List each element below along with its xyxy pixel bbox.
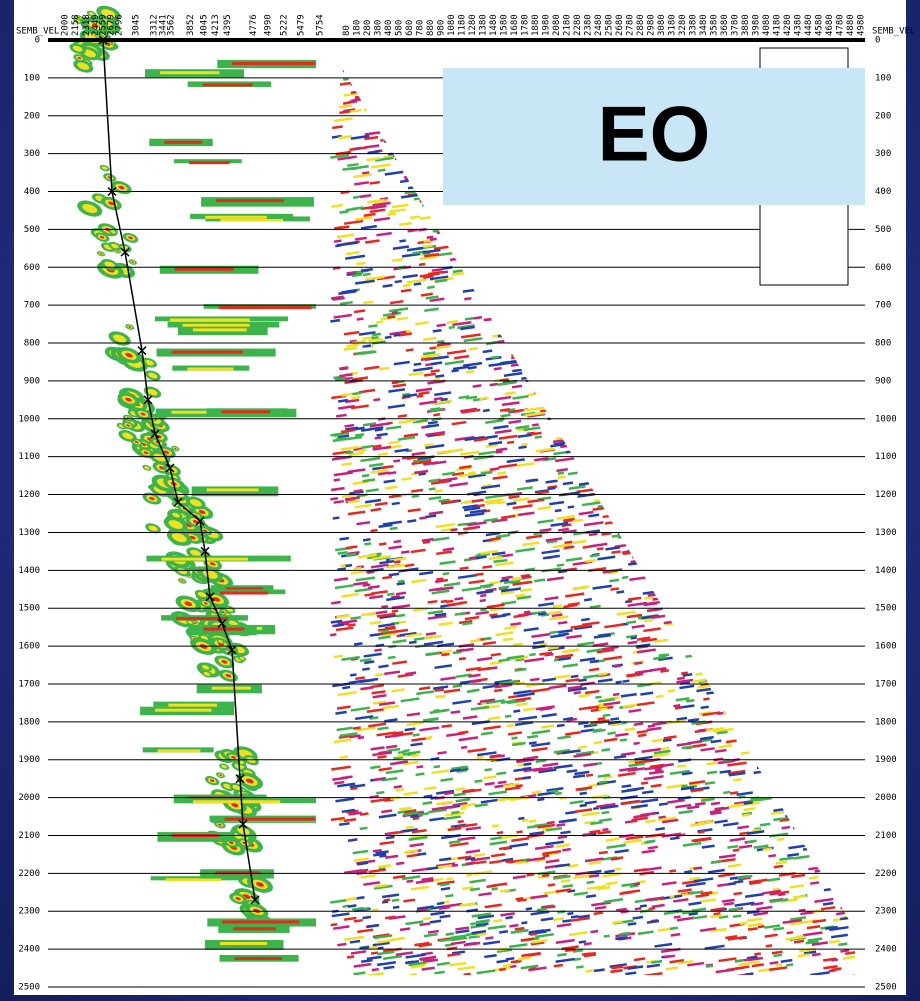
time-label: 1500 bbox=[875, 604, 897, 614]
time-label: 2000 bbox=[875, 793, 897, 803]
time-label: 1700 bbox=[875, 679, 897, 689]
semblance-band bbox=[219, 306, 312, 309]
semblance-band bbox=[234, 957, 281, 960]
semblance-band bbox=[205, 216, 267, 219]
semblance-band bbox=[222, 410, 270, 413]
time-label: 800 bbox=[24, 339, 40, 349]
time-label: 1700 bbox=[18, 679, 40, 689]
time-label: 600 bbox=[875, 263, 891, 273]
time-label: 500 bbox=[875, 225, 891, 235]
time-label: 600 bbox=[24, 263, 40, 273]
time-label: 200 bbox=[24, 111, 40, 121]
time-label: 1600 bbox=[875, 642, 897, 652]
time-label: 1000 bbox=[875, 414, 897, 424]
time-label: 0 bbox=[35, 36, 40, 46]
semblance-band bbox=[232, 62, 315, 65]
time-label: 1200 bbox=[875, 490, 897, 500]
semblance-band bbox=[166, 878, 221, 881]
time-label: 1900 bbox=[18, 755, 40, 765]
semblance-band bbox=[193, 800, 280, 803]
time-label: 1600 bbox=[18, 642, 40, 652]
semblance-band bbox=[233, 927, 276, 930]
time-label: 1300 bbox=[18, 528, 40, 538]
page: 0 0 100 100 200 200 300 300 400 400 500 500 600 600 70… bbox=[0, 0, 920, 1001]
time-label: 1400 bbox=[18, 566, 40, 576]
time-label: 300 bbox=[24, 149, 40, 159]
semblance-band bbox=[225, 818, 315, 821]
semblance-band bbox=[155, 709, 211, 712]
semblance-band bbox=[220, 942, 267, 945]
time-label: 900 bbox=[24, 376, 40, 386]
time-label: 2000 bbox=[18, 793, 40, 803]
time-label: 0 bbox=[875, 36, 880, 46]
time-label: 1000 bbox=[18, 414, 40, 424]
time-label: 400 bbox=[875, 187, 891, 197]
screen: 0 0 100 100 200 200 300 300 400 400 500 500 600 600 70… bbox=[0, 0, 920, 1001]
time-label: 100 bbox=[24, 73, 40, 83]
time-label: 100 bbox=[875, 73, 891, 83]
time-label: 1100 bbox=[875, 452, 897, 462]
time-label: 800 bbox=[875, 339, 891, 349]
time-label: 1500 bbox=[18, 604, 40, 614]
semblance-band bbox=[172, 351, 243, 354]
time-label: 1100 bbox=[18, 452, 40, 462]
semblance-band bbox=[183, 324, 250, 327]
semblance-band bbox=[212, 687, 251, 690]
semblance-band bbox=[193, 328, 247, 331]
semblance-band bbox=[168, 704, 217, 707]
semblance-band bbox=[220, 592, 268, 595]
semblance-band bbox=[207, 488, 259, 491]
time-label: 500 bbox=[24, 225, 40, 235]
semblance-band bbox=[170, 318, 250, 321]
time-label: 700 bbox=[875, 301, 891, 311]
semblance-band bbox=[189, 161, 230, 164]
semblance-band bbox=[162, 558, 249, 561]
time-label: 1900 bbox=[875, 755, 897, 765]
semblance-band bbox=[187, 367, 233, 370]
semblance-band bbox=[222, 920, 299, 923]
semblance-band bbox=[158, 749, 201, 752]
time-label: 1800 bbox=[18, 717, 40, 727]
time-label: 200 bbox=[875, 111, 891, 121]
semblance-band bbox=[203, 83, 253, 86]
time-label: 300 bbox=[875, 149, 891, 159]
time-label: 700 bbox=[24, 301, 40, 311]
time-label: 1300 bbox=[875, 528, 897, 538]
semblance-band bbox=[175, 268, 234, 271]
semblance-band bbox=[216, 199, 284, 202]
semblance-band bbox=[164, 141, 202, 144]
time-label: 1200 bbox=[18, 490, 40, 500]
time-label: 900 bbox=[875, 376, 891, 386]
semblance-band bbox=[160, 71, 219, 74]
time-label: 1800 bbox=[875, 717, 897, 727]
time-label: 400 bbox=[24, 187, 40, 197]
time-label: 1400 bbox=[875, 566, 897, 576]
